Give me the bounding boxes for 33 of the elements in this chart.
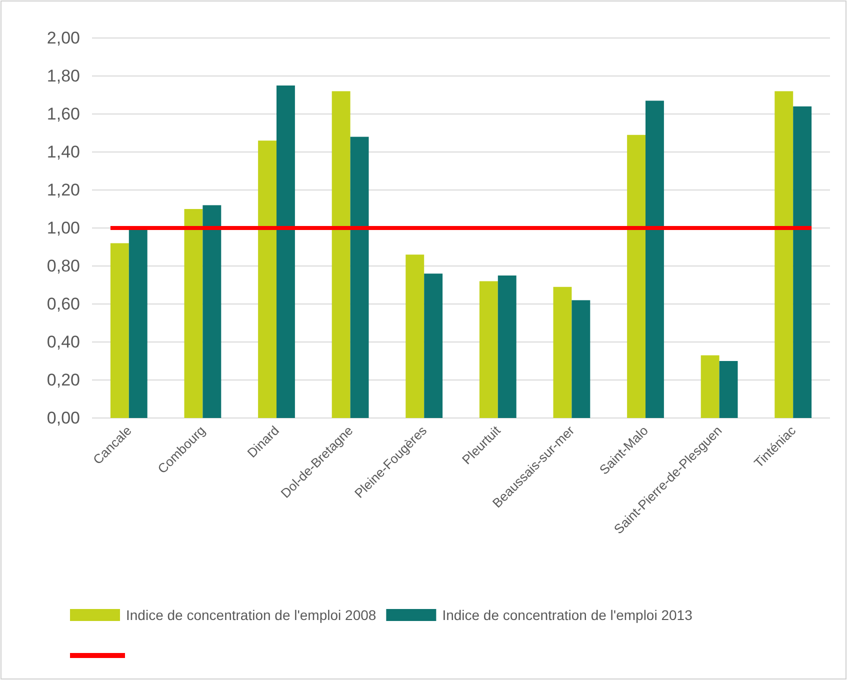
- y-tick-label: 0,60: [46, 294, 80, 314]
- y-tick-label: 1,40: [46, 142, 80, 162]
- bar: [110, 243, 129, 418]
- bar: [793, 106, 812, 418]
- bar: [479, 281, 498, 418]
- bar: [202, 205, 222, 418]
- bar: [424, 274, 443, 418]
- y-tick-label: 1,80: [46, 66, 80, 86]
- bar: [774, 91, 794, 418]
- y-tick-label: 1,20: [46, 180, 80, 200]
- legend-label: Indice de concentration de l'emploi 2013: [442, 607, 693, 623]
- bar: [128, 228, 148, 418]
- y-tick-label: 1,00: [46, 218, 80, 238]
- bar: [350, 136, 369, 418]
- bar: [258, 140, 276, 418]
- bar: [184, 209, 203, 418]
- bar: [553, 286, 572, 418]
- bar: [276, 86, 295, 418]
- y-tick-label: 0,80: [46, 256, 80, 276]
- bar: [406, 254, 424, 418]
- y-tick-label: 0,40: [46, 332, 80, 352]
- y-tick-label: 0,20: [46, 370, 80, 390]
- y-tick-label: 0,00: [46, 408, 80, 428]
- bar: [627, 134, 646, 418]
- bar: [719, 361, 738, 418]
- bar: [498, 276, 516, 418]
- y-tick-label: 1,60: [46, 104, 80, 124]
- bar: [646, 100, 664, 418]
- bar: [332, 91, 350, 418]
- bar: [700, 355, 720, 418]
- legend-label: Indice de concentration de l'emploi 2008: [126, 607, 376, 623]
- y-tick-label: 2,00: [46, 28, 80, 48]
- bar: [572, 300, 590, 418]
